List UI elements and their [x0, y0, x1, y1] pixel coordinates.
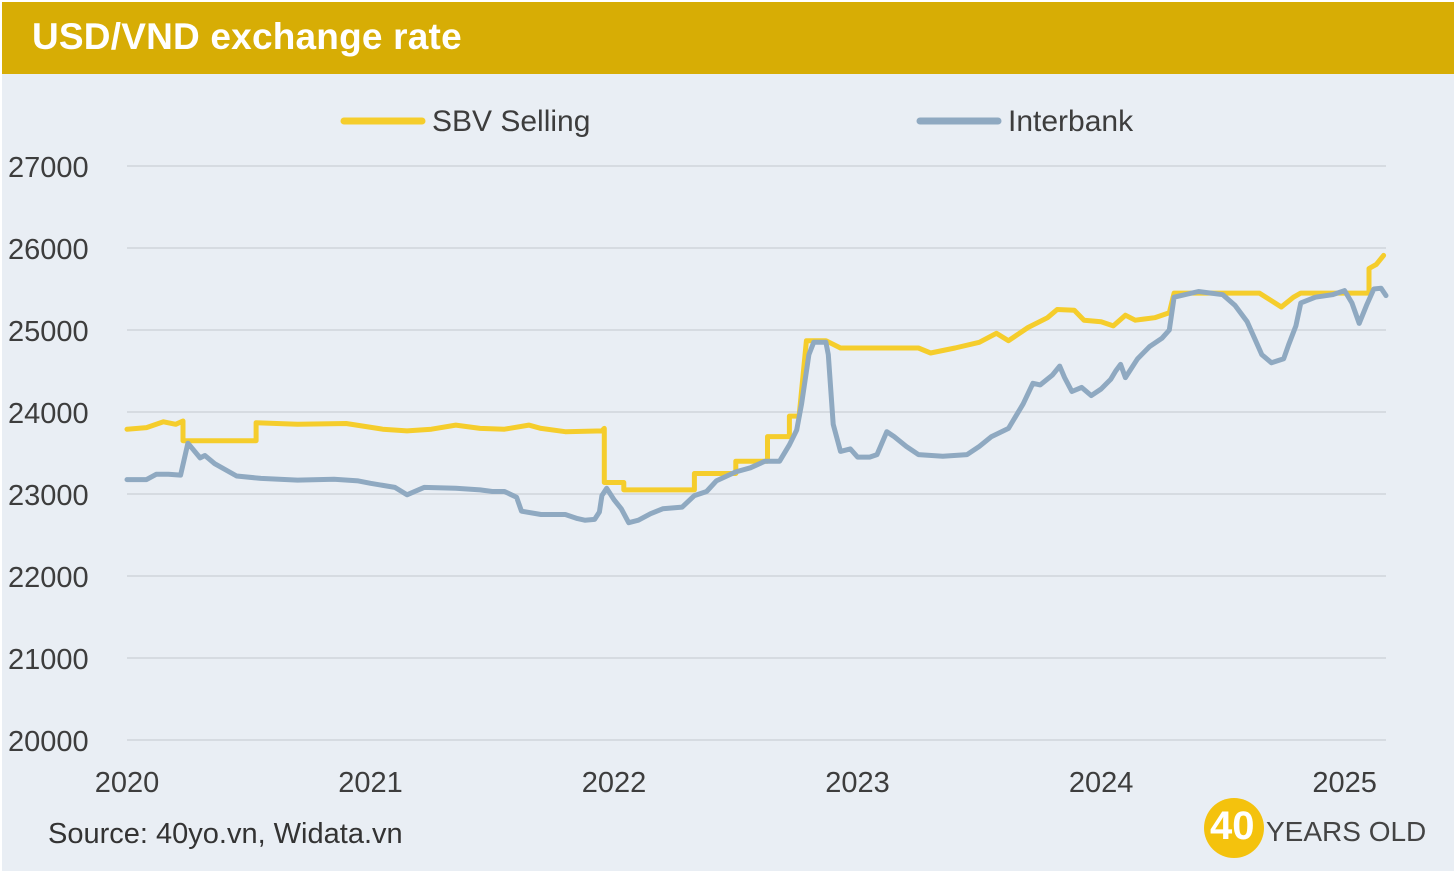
y-tick-label: 22000	[8, 562, 89, 594]
x-tick-label: 2022	[582, 767, 647, 799]
series-lines	[124, 252, 1389, 526]
legend-label: SBV Selling	[432, 105, 590, 138]
brand-logo: 40 YEARS OLD	[1204, 796, 1444, 860]
title-bar: USD/VND exchange rate	[2, 2, 1454, 74]
y-tick-label: 27000	[8, 152, 89, 184]
series-line-sbv-selling	[124, 252, 1387, 493]
y-tick-label: 24000	[8, 398, 89, 430]
y-tick-label: 21000	[8, 644, 89, 676]
x-tick-label: 2021	[338, 767, 403, 799]
y-tick-label: 23000	[8, 480, 89, 512]
y-tick-label: 26000	[8, 234, 89, 266]
series-line-interbank	[124, 285, 1389, 526]
legend: SBV Selling Interbank	[340, 105, 1134, 138]
logo-text: YEARS OLD	[1266, 816, 1427, 847]
x-tick-label: 2020	[95, 767, 160, 799]
chart-title: USD/VND exchange rate	[32, 16, 462, 57]
logo-circle	[1204, 798, 1264, 858]
y-tick-label: 25000	[8, 316, 89, 348]
x-axis: 2020 2021 2022 2023 2024 2025	[95, 767, 1377, 799]
x-tick-label: 2023	[825, 767, 890, 799]
x-tick-label: 2025	[1312, 767, 1377, 799]
y-axis: 20000 21000 22000 23000 24000 25000 26000 27000	[8, 152, 89, 758]
logo-number: 40	[1210, 804, 1255, 848]
source-note: Source: 40yo.vn, Widata.vn	[48, 818, 403, 850]
y-tick-label: 20000	[8, 726, 89, 758]
gridlines	[127, 165, 1386, 741]
x-tick-label: 2024	[1069, 767, 1134, 799]
legend-label: Interbank	[1008, 105, 1134, 138]
